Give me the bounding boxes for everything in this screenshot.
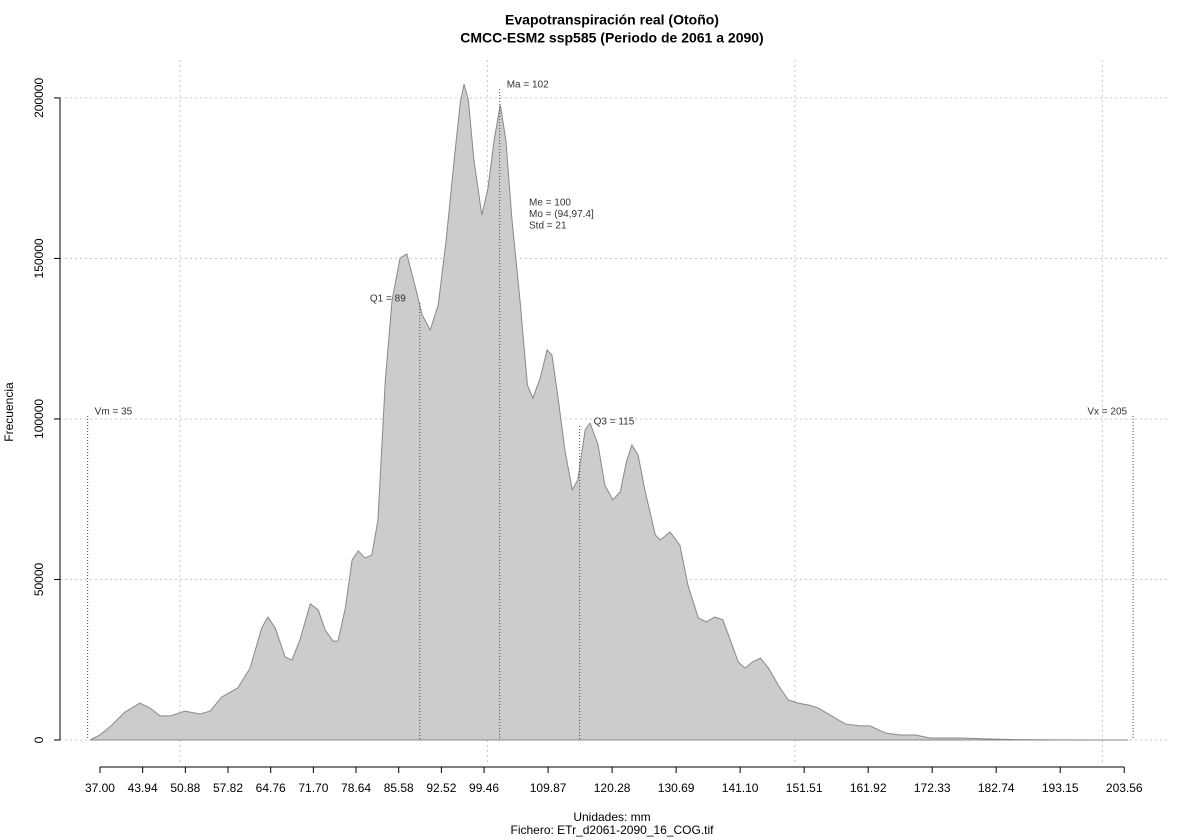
marker-label: Ma = 102	[507, 80, 549, 91]
x-tick-label: 64.76	[256, 781, 286, 795]
stat-label: Std = 21	[529, 221, 567, 232]
marker-label: Q1 = 89	[370, 294, 406, 305]
y-tick-label: 150000	[32, 238, 46, 278]
stat-label: Me = 100	[529, 198, 571, 209]
chart-subtitle: CMCC-ESM2 ssp585 (Periodo de 2061 a 2090…	[460, 30, 763, 46]
y-axis-label: Frecuencia	[2, 382, 16, 442]
caption: Fichero: ETr_d2061-2090_16_COG.tif	[511, 823, 715, 837]
chart-title: Evapotranspiración real (Otoño)	[505, 12, 719, 28]
x-tick-label: 57.82	[213, 781, 243, 795]
x-axis-label: Unidades: mm	[573, 810, 650, 824]
x-tick-label: 172.33	[914, 781, 951, 795]
x-tick-label: 71.70	[298, 781, 328, 795]
y-tick-label: 100000	[32, 399, 46, 439]
x-tick-label: 151.51	[786, 781, 823, 795]
x-tick-label: 193.15	[1042, 781, 1079, 795]
x-tick-label: 161.92	[850, 781, 887, 795]
x-tick-label: 120.28	[594, 781, 631, 795]
x-tick-label: 78.64	[341, 781, 371, 795]
x-tick-label: 99.46	[469, 781, 499, 795]
density-area	[89, 83, 1129, 741]
y-tick-label: 0	[32, 736, 46, 743]
x-tick-label: 141.10	[722, 781, 759, 795]
x-tick-label: 85.58	[384, 781, 414, 795]
x-tick-label: 50.88	[170, 781, 200, 795]
x-tick-label: 109.87	[530, 781, 567, 795]
x-tick-label: 37.00	[85, 781, 115, 795]
y-tick-label: 200000	[32, 78, 46, 118]
x-tick-label: 203.56	[1106, 781, 1143, 795]
y-tick-label: 50000	[32, 562, 46, 596]
marker-label: Vx = 205	[1087, 407, 1127, 418]
x-tick-label: 92.52	[426, 781, 456, 795]
x-tick-label: 130.69	[658, 781, 695, 795]
x-tick-label: 43.94	[128, 781, 158, 795]
x-tick-label: 182.74	[978, 781, 1015, 795]
stat-label: Mo = (94,97.4]	[529, 209, 594, 220]
marker-label: Vm = 35	[95, 407, 133, 418]
marker-label: Q3 = 115	[594, 417, 635, 428]
